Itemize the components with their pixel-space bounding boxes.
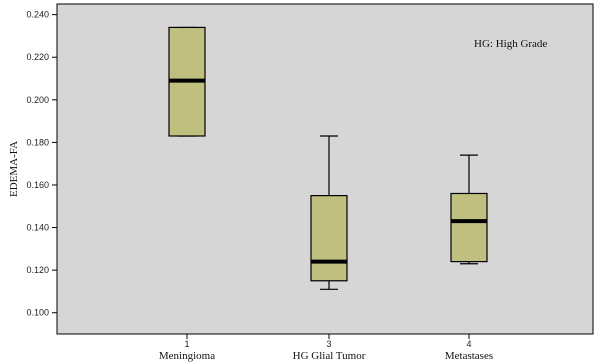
x-tick-code: 4	[466, 339, 471, 349]
box-iqr	[310, 195, 348, 282]
y-tick-label: 0.100	[26, 308, 49, 318]
y-tick-label: 0.140	[26, 223, 49, 233]
y-axis-title: EDEMA-FA	[8, 141, 20, 197]
x-category-label: Meningioma	[159, 350, 215, 362]
y-tick-label: 0.220	[26, 52, 49, 62]
box-series	[168, 26, 488, 290]
x-tick-code: 1	[184, 339, 189, 349]
y-axis: 0.100 0.120 0.140 0.160 0.180 0.200 0.220 0.240	[26, 10, 57, 318]
y-tick-label: 0.240	[26, 10, 49, 20]
x-tick-code: 3	[326, 339, 331, 349]
y-tick-label: 0.200	[26, 95, 49, 105]
x-category-label: HG Glial Tumor	[293, 350, 366, 362]
chart-annotation: HG: High Grade	[474, 38, 547, 50]
y-tick-label: 0.160	[26, 180, 49, 190]
plot-area	[56, 3, 594, 335]
y-tick-label: 0.120	[26, 265, 49, 275]
box-metastases	[450, 154, 488, 265]
y-tick-label: 0.180	[26, 137, 49, 147]
box-iqr	[450, 192, 488, 263]
box-meningioma	[168, 26, 206, 137]
x-category-label: Metastases	[445, 350, 493, 362]
box-hg-glial-tumor	[310, 135, 348, 290]
